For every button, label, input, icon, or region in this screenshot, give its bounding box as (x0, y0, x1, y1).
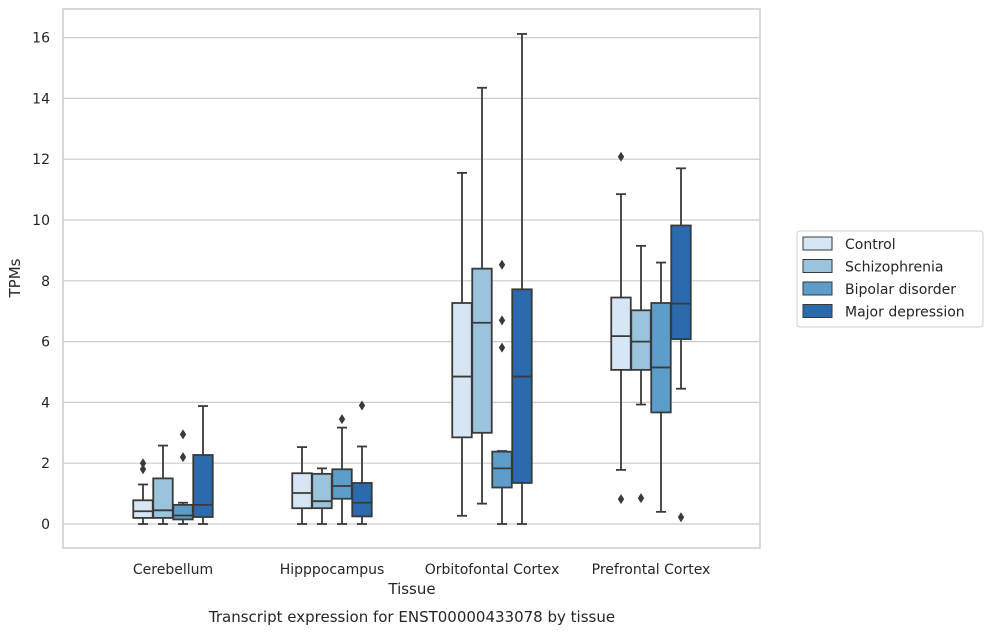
box-iqr (331, 468, 353, 500)
y-tick-label-10: 10 (32, 213, 50, 229)
legend-frame (796, 230, 984, 328)
y-axis-label: TPMs (6, 258, 24, 298)
box-iqr (511, 288, 533, 484)
flier-point-1 (179, 429, 187, 440)
box-iqr (451, 302, 473, 439)
box-groups (132, 33, 692, 525)
box-0-2 (451, 171, 473, 517)
box-iqr (351, 482, 373, 518)
flier-point-2 (498, 259, 506, 270)
legend-swatch-0 (802, 236, 833, 251)
x-tick-label-2: Orbitofontal Cortex (425, 562, 560, 578)
y-tick-label-16: 16 (32, 31, 50, 47)
flier-point-0 (358, 400, 366, 411)
box-iqr (491, 450, 513, 489)
box-iqr (132, 499, 154, 519)
legend-label-2: Bipolar disorder (845, 282, 956, 298)
legend-label-1: Schizophrenia (845, 260, 943, 276)
flier-point-1 (498, 315, 506, 326)
x-axis-label: Tissue (387, 580, 435, 598)
legend-swatch-1 (802, 259, 833, 273)
flier-point-0 (677, 512, 685, 523)
box-3-0 (192, 405, 214, 525)
y-tick-label-14: 14 (32, 91, 50, 107)
x-tick-label-1: Hipppocampus (280, 562, 385, 578)
legend: Control Schizophrenia Bipolar disorder Majo… (796, 230, 984, 328)
box-1-3 (630, 244, 652, 504)
x-tick-label-3: Prefrontal Cortex (592, 562, 711, 578)
y-axis-ticks: 0 2 4 6 8 10 12 14 16 (32, 31, 50, 533)
box-0-1 (291, 446, 313, 525)
series-0 (132, 151, 632, 525)
series-1 (152, 86, 652, 525)
y-tick-label-0: 0 (41, 517, 50, 533)
box-iqr (192, 454, 214, 518)
flier-point-0 (139, 464, 147, 475)
box-0-0 (132, 458, 154, 525)
box-iqr (630, 309, 652, 371)
box-iqr (152, 477, 174, 519)
box-3-2 (511, 33, 533, 525)
x-axis-ticks: Cerebellum Hipppocampus Orbitofontal Corte… (133, 562, 710, 578)
box-2-1 (331, 414, 353, 525)
y-tick-label-2: 2 (41, 456, 50, 472)
y-tick-label-6: 6 (41, 335, 50, 351)
y-tick-label-12: 12 (32, 152, 50, 168)
box-iqr (291, 472, 313, 510)
box-iqr (471, 267, 493, 434)
flier-point-1 (617, 151, 625, 162)
box-0-3 (610, 151, 632, 505)
flier-point-0 (338, 414, 346, 425)
box-iqr (172, 503, 194, 521)
flier-point-0 (498, 342, 506, 353)
box-3-3 (670, 167, 692, 523)
y-tick-label-4: 4 (41, 395, 50, 411)
box-iqr (650, 302, 672, 414)
legend-swatch-2 (802, 281, 833, 296)
box-iqr (610, 296, 632, 371)
box-iqr (311, 472, 333, 510)
box-1-0 (152, 444, 174, 525)
flier-point-1 (139, 458, 147, 469)
plot-frame (62, 8, 761, 549)
gridlines (63, 36, 760, 525)
flier-point-0 (637, 493, 645, 504)
box-3-1 (351, 400, 373, 525)
flier-point-0 (179, 452, 187, 463)
legend-label-3: Major depression (845, 305, 965, 321)
y-tick-label-8: 8 (41, 274, 50, 290)
series-3 (192, 33, 692, 525)
legend-label-0: Control (845, 237, 896, 253)
box-1-2 (471, 86, 493, 505)
box-iqr (670, 224, 692, 341)
series-2 (172, 259, 672, 525)
box-1-1 (311, 467, 333, 525)
box-2-2 (491, 259, 513, 525)
box-2-0 (172, 429, 194, 525)
legend-swatch-3 (802, 304, 833, 318)
flier-point-0 (617, 494, 625, 505)
x-tick-label-0: Cerebellum (133, 562, 213, 578)
box-2-3 (650, 261, 672, 513)
chart-caption: Transcript expression for ENST0000043307… (208, 608, 615, 626)
